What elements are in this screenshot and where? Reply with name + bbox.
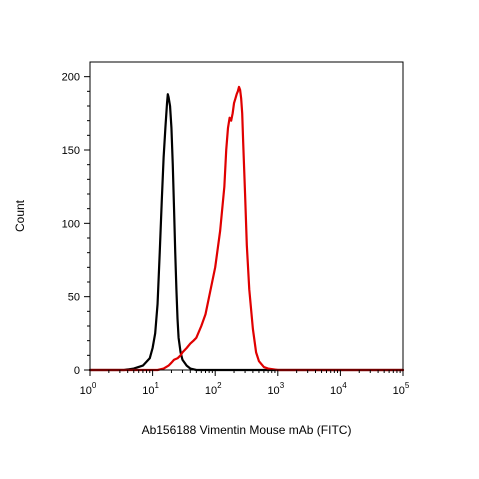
x-tick-label: 102 <box>205 381 222 397</box>
x-tick-label: 103 <box>267 381 284 397</box>
y-tick-label: 50 <box>68 292 80 304</box>
y-axis: 0 50 100 150 200 <box>62 72 90 377</box>
series-line-1 <box>88 93 405 372</box>
x-tick-label: 100 <box>80 381 97 397</box>
x-tick-label: 105 <box>393 381 410 397</box>
plot-frame <box>89 61 404 371</box>
x-tick-label: 101 <box>142 381 159 397</box>
series-line-2 <box>88 85 405 372</box>
y-tick-label: 200 <box>62 72 80 84</box>
y-tick-label: 0 <box>74 365 80 377</box>
x-axis-title: Ab156188 Vimentin Mouse mAb (FITC) <box>142 423 352 437</box>
plot-area <box>88 61 405 372</box>
series-layer <box>88 85 405 372</box>
x-tick-label: 104 <box>330 381 347 397</box>
y-axis-title: Count <box>13 199 27 232</box>
y-tick-label: 100 <box>62 218 80 230</box>
x-axis: 100 101 102 103 104 105 <box>80 370 410 397</box>
y-tick-label: 150 <box>62 145 80 157</box>
